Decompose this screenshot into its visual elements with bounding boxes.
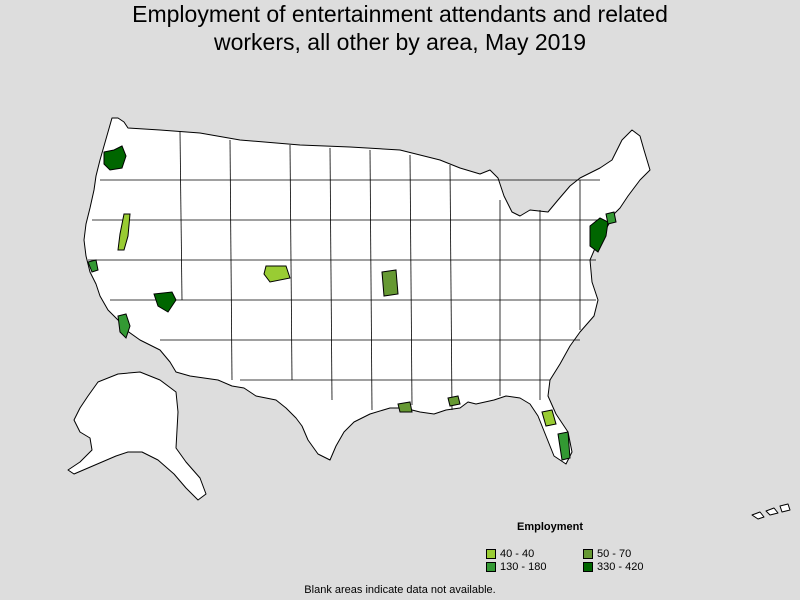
area-los-angeles-ca	[117, 313, 131, 339]
legend-label: 40 - 40	[500, 548, 535, 560]
area-kansas-city	[381, 269, 399, 297]
map-title: Employment of entertainment attendants a…	[0, 0, 800, 56]
legend-label: 50 - 70	[597, 548, 632, 560]
legend-swatch	[486, 549, 496, 559]
area-denver-co	[263, 265, 291, 283]
legend-item-330-420: 330 - 420	[583, 561, 643, 573]
map-title-line-2: workers, all other by area, May 2019	[213, 29, 586, 55]
hawaii-islands	[751, 503, 791, 520]
area-miami-fl	[557, 431, 571, 461]
area-portland-or	[103, 145, 127, 171]
legend-title: Employment	[516, 521, 583, 533]
legend-label: 130 - 180	[500, 561, 547, 573]
alaska-outline	[67, 371, 207, 501]
area-new-orleans-la	[397, 401, 413, 413]
contiguous-us-outline	[83, 117, 651, 465]
legend-swatch	[583, 549, 593, 559]
legend-swatch	[486, 562, 496, 572]
area-reno-nv	[117, 213, 131, 251]
area-orlando-fl	[541, 409, 557, 427]
area-connecticut	[605, 211, 617, 225]
legend-item-130-180: 130 - 180	[486, 561, 546, 573]
area-las-vegas-nv	[153, 291, 177, 313]
legend-item-40-40: 40 - 40	[486, 548, 534, 560]
area-new-york-nj	[589, 217, 609, 253]
area-biloxi-ms	[447, 395, 461, 407]
area-san-francisco-ca	[87, 259, 99, 273]
map-title-line-1: Employment of entertainment attendants a…	[132, 1, 668, 27]
data-availability-note: Blank areas indicate data not available.	[304, 584, 496, 596]
area-boundaries	[88, 131, 600, 411]
legend-label: 330 - 420	[597, 561, 644, 573]
legend-swatch	[583, 562, 593, 572]
legend-item-50-70: 50 - 70	[583, 548, 631, 560]
